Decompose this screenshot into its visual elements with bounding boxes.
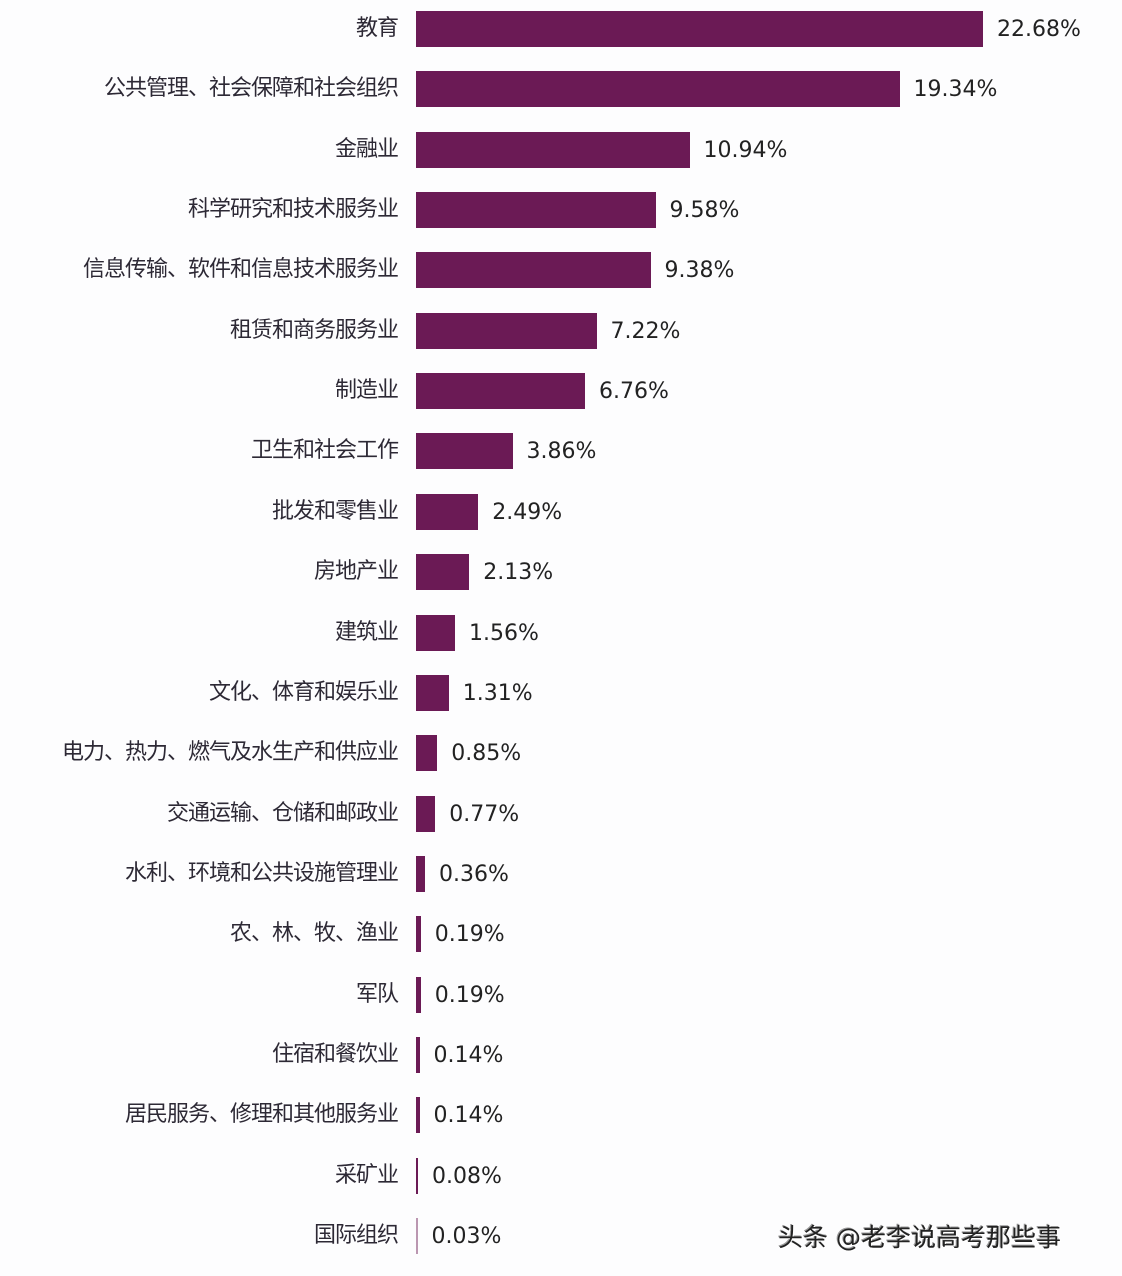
category-label: 科学研究和技术服务业	[187, 197, 399, 223]
category-label: 教育	[355, 16, 399, 41]
bar	[416, 192, 656, 229]
watermark: 头条 @老李说高考那些事	[778, 1223, 1061, 1252]
bar-row: 文化、体育和娱乐业 1.31%	[0, 674, 1122, 711]
value-label: 3.86%	[526, 439, 597, 465]
value-label: 0.14%	[433, 1103, 504, 1129]
bar	[416, 735, 438, 772]
value-label: 0.85%	[451, 741, 522, 767]
bar-row: 居民服务、修理和其他服务业 0.14%	[0, 1097, 1122, 1134]
bar-row: 金融业 10.94%	[0, 131, 1122, 168]
category-label: 卫生和社会工作	[250, 438, 399, 464]
bar	[416, 71, 900, 108]
value-label: 7.22%	[610, 318, 681, 344]
category-label: 电力、热力、燃气及水生产和供应业	[61, 740, 399, 766]
bar	[416, 1157, 418, 1194]
bar	[416, 1097, 420, 1134]
category-label: 水利、环境和公共设施管理业	[124, 860, 399, 886]
value-label: 0.03%	[431, 1224, 502, 1249]
value-label: 2.13%	[483, 560, 554, 586]
bar	[416, 1036, 420, 1073]
category-label: 制造业	[334, 378, 399, 404]
value-label: 1.56%	[469, 620, 539, 646]
value-label: 19.34%	[913, 77, 998, 103]
value-label: 22.68%	[997, 17, 1081, 42]
bar	[416, 674, 449, 711]
bar	[416, 916, 421, 953]
bar-row: 采矿业 0.08%	[0, 1157, 1122, 1194]
bar-row: 水利、环境和公共设施管理业 0.36%	[0, 855, 1122, 892]
category-label: 住宿和餐饮业	[271, 1041, 399, 1067]
category-label: 文化、体育和娱乐业	[208, 679, 399, 705]
bar	[416, 614, 455, 651]
bar-row: 农、林、牧、渔业 0.19%	[0, 916, 1122, 953]
bar-row: 房地产业 2.13%	[0, 554, 1122, 591]
bar	[416, 312, 597, 349]
bar-row: 交通运输、仓储和邮政业 0.77%	[0, 795, 1122, 832]
bar-row: 国际组织 0.03%	[0, 1218, 1122, 1254]
category-label: 军队	[355, 981, 399, 1007]
bar-row: 制造业 6.76%	[0, 373, 1122, 410]
category-label: 交通运输、仓储和邮政业	[166, 800, 399, 826]
bar-row: 租赁和商务服务业 7.22%	[0, 312, 1122, 349]
value-label: 9.58%	[669, 198, 740, 224]
category-label: 采矿业	[334, 1162, 399, 1188]
bar	[416, 433, 513, 470]
bar	[416, 855, 425, 892]
category-label: 批发和零售业	[271, 498, 399, 524]
category-label: 农、林、牧、渔业	[229, 921, 399, 947]
bar-row: 公共管理、社会保障和社会组织 19.34%	[0, 71, 1122, 108]
value-label: 1.31%	[462, 680, 533, 706]
category-label: 信息传输、软件和信息技术服务业	[82, 257, 399, 283]
bar-row: 信息传输、软件和信息技术服务业 9.38%	[0, 252, 1122, 289]
value-label: 0.19%	[434, 982, 505, 1008]
value-label: 0.77%	[449, 801, 520, 827]
bar-row: 卫生和社会工作 3.86%	[0, 433, 1122, 470]
value-label: 0.14%	[433, 1042, 504, 1068]
category-label: 租赁和商务服务业	[229, 317, 399, 343]
value-label: 10.94%	[703, 137, 788, 163]
bar-row: 建筑业 1.56%	[0, 614, 1122, 651]
bar-row: 住宿和餐饮业 0.14%	[0, 1036, 1122, 1073]
bar	[416, 554, 470, 591]
bar	[416, 795, 436, 832]
category-label: 公共管理、社会保障和社会组织	[103, 76, 399, 102]
category-label: 建筑业	[334, 619, 399, 645]
bar	[416, 11, 983, 47]
bar	[416, 373, 585, 410]
bar	[416, 131, 690, 168]
bar-row: 科学研究和技术服务业 9.58%	[0, 192, 1122, 229]
value-label: 2.49%	[492, 499, 563, 525]
bar-row: 电力、热力、燃气及水生产和供应业 0.85%	[0, 735, 1122, 772]
bar-row: 军队 0.19%	[0, 976, 1122, 1013]
category-label: 居民服务、修理和其他服务业	[124, 1102, 399, 1128]
bar-row: 教育 22.68%	[0, 11, 1122, 47]
bar-row: 批发和零售业 2.49%	[0, 493, 1122, 530]
value-label: 0.36%	[439, 861, 509, 887]
value-label: 9.38%	[664, 258, 735, 284]
category-label: 国际组织	[313, 1223, 399, 1248]
value-label: 0.19%	[434, 922, 505, 948]
bar	[416, 252, 651, 289]
bar	[416, 976, 421, 1013]
bar	[416, 493, 479, 530]
bar	[416, 1218, 418, 1254]
category-label: 房地产业	[313, 559, 399, 585]
value-label: 0.08%	[432, 1163, 502, 1189]
value-label: 6.76%	[599, 379, 669, 405]
category-label: 金融业	[334, 136, 399, 162]
